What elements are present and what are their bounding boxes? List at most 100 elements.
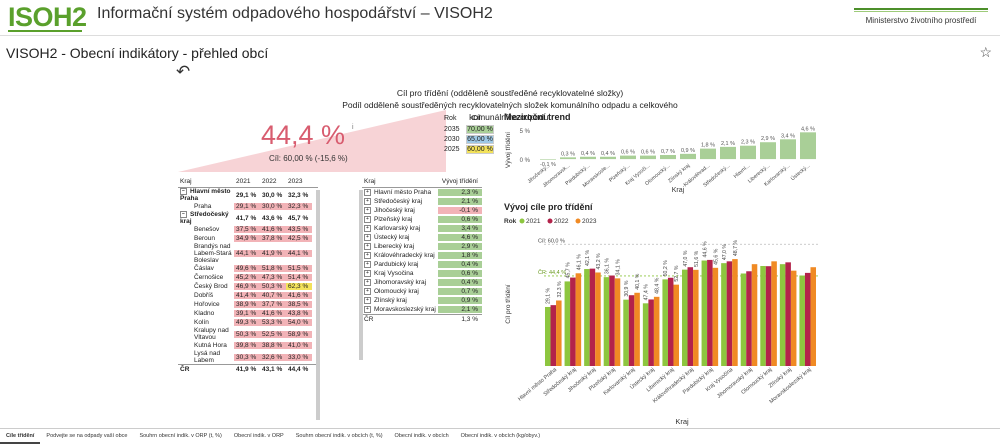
goal-bar[interactable] <box>550 305 557 366</box>
goal-bar[interactable] <box>556 300 562 366</box>
trend-bar[interactable] <box>680 153 696 160</box>
goal-bar[interactable] <box>726 261 733 366</box>
expand-icon[interactable]: + <box>364 260 371 268</box>
col-header[interactable]: Kraj <box>364 178 376 185</box>
goal-bar[interactable] <box>614 278 621 366</box>
trend-bar[interactable] <box>720 146 736 160</box>
trend-bar[interactable] <box>740 145 756 160</box>
trend-bar[interactable] <box>560 157 576 160</box>
goal-bar[interactable] <box>751 264 758 366</box>
goal-bar[interactable] <box>707 259 713 366</box>
trend-bar[interactable] <box>800 132 816 160</box>
trend-bar[interactable] <box>600 156 616 160</box>
expand-icon[interactable]: + <box>364 278 371 286</box>
legend-swatch[interactable] <box>547 218 553 224</box>
table-row[interactable]: Kolín 49,3 % 53,3 % 54,0 % <box>178 318 318 327</box>
goal-bar[interactable] <box>634 292 640 366</box>
table-row[interactable]: + Ústecký kraj 4,6 % <box>362 233 482 242</box>
page-tab[interactable]: Cíle třídění <box>0 429 41 444</box>
expand-icon[interactable]: + <box>364 269 371 277</box>
goal-bar[interactable] <box>799 275 805 366</box>
legend-swatch[interactable] <box>575 218 581 224</box>
table-row[interactable]: + Plzeňský kraj 0,6 % <box>362 215 482 224</box>
goal-bar[interactable] <box>760 265 766 366</box>
goal-bar[interactable] <box>682 269 688 366</box>
goal-bar[interactable] <box>623 299 629 366</box>
goal-bar[interactable] <box>575 273 582 366</box>
goal-bar[interactable] <box>584 269 590 366</box>
goal-bar[interactable] <box>545 306 551 366</box>
page-tab[interactable]: Podvejte se na odpady vaší obce <box>46 433 128 439</box>
table-row[interactable]: + Kraj Vysočina 0,6 % <box>362 269 482 278</box>
col-header[interactable]: Kraj <box>180 178 192 185</box>
page-tab[interactable]: Obecní indik. v ORP <box>233 433 284 439</box>
trend-bar[interactable] <box>620 155 636 160</box>
trend-bar[interactable] <box>780 139 796 160</box>
col-header[interactable]: Vývoj třídění <box>441 178 478 185</box>
goal-bar[interactable] <box>642 303 649 366</box>
page-tab[interactable]: Obecní indik. v obcích <box>394 433 449 439</box>
goal-bar[interactable] <box>628 295 635 366</box>
table-row[interactable]: Kralupy nad Vltavou 50,3 % 52,5 % 58,9 % <box>178 327 318 341</box>
expand-icon[interactable]: + <box>364 251 371 259</box>
expand-icon[interactable]: + <box>364 206 371 214</box>
expand-icon[interactable]: + <box>364 296 371 304</box>
page-tab[interactable]: Souhrn obecní indik. v ORP (t, %) <box>139 433 222 439</box>
goal-bar[interactable] <box>746 271 752 366</box>
expand-icon[interactable]: + <box>364 242 371 250</box>
expand-icon[interactable]: + <box>364 287 371 295</box>
col-header[interactable]: 2023 <box>288 178 303 185</box>
expand-icon[interactable]: + <box>364 305 371 313</box>
table-row[interactable]: Lysá nad Labem 30,3 % 32,6 % 33,0 % <box>178 350 318 364</box>
expand-icon[interactable]: + <box>364 197 371 205</box>
goal-bar[interactable] <box>648 299 654 366</box>
page-tab[interactable]: Obecní indik. v obcích (kg/obyv.) <box>460 433 541 439</box>
table-row[interactable]: + Liberecký kraj 2,9 % <box>362 242 482 251</box>
expand-icon[interactable]: + <box>364 215 371 223</box>
trend-bar[interactable] <box>760 142 776 160</box>
table-row[interactable]: − Hlavní město Praha 29,1 % 30,0 % 32,3 % <box>178 188 318 202</box>
table-row[interactable]: Dobříš 41,4 % 40,7 % 41,6 % <box>178 291 318 300</box>
goal-bar[interactable] <box>701 260 708 366</box>
goal-bar[interactable] <box>693 269 699 366</box>
table-row[interactable]: + Královéhradecký kraj 1,8 % <box>362 251 482 260</box>
goal-bar[interactable] <box>712 267 719 366</box>
trend-bar[interactable] <box>640 155 656 160</box>
goal-bar[interactable] <box>790 270 797 366</box>
goal-bar[interactable] <box>732 259 738 366</box>
table-row[interactable]: Český Brod 46,9 % 50,3 % 62,3 % <box>178 282 318 291</box>
goal-bar[interactable] <box>687 267 694 366</box>
trend-table-scrollbar[interactable] <box>359 190 363 360</box>
table-row[interactable]: + Olomoucký kraj 0,7 % <box>362 287 482 296</box>
goal-bar[interactable] <box>765 266 772 366</box>
goal-bar[interactable] <box>564 281 571 366</box>
goal-bar[interactable] <box>785 262 791 366</box>
col-header[interactable]: 2022 <box>262 178 277 185</box>
legend-swatch[interactable] <box>519 218 525 224</box>
table-row[interactable]: + Zlínský kraj 0,9 % <box>362 296 482 305</box>
expand-icon[interactable]: + <box>364 224 371 232</box>
col-header[interactable]: 2021 <box>236 178 251 185</box>
goal-bar[interactable] <box>771 261 777 366</box>
goal-bar[interactable] <box>721 263 727 366</box>
trend-bar[interactable] <box>660 155 676 160</box>
goal-bar[interactable] <box>810 267 816 366</box>
table-row[interactable]: + Středočeský kraj 2,1 % <box>362 197 482 206</box>
goal-bar[interactable] <box>740 273 747 366</box>
goal-bar[interactable] <box>595 272 601 366</box>
trend-bar[interactable] <box>540 159 556 160</box>
table-row[interactable]: + Karlovarský kraj 3,4 % <box>362 224 482 233</box>
goal-bar[interactable] <box>570 277 576 366</box>
table-row[interactable]: Černošice 45,2 % 47,3 % 51,4 % <box>178 273 318 282</box>
goal-bar[interactable] <box>673 284 679 366</box>
back-arrow-icon[interactable]: ↶ <box>176 62 191 81</box>
region-table-scrollbar[interactable] <box>316 190 320 420</box>
table-row[interactable]: Brandýs nad Labem-Stará Boleslav 44,1 % 41… <box>178 243 318 264</box>
table-row[interactable]: + Jihočeský kraj -0,1 % <box>362 206 482 215</box>
goal-bar[interactable] <box>662 279 668 366</box>
table-row[interactable]: Benešov 37,5 % 41,6 % 43,5 % <box>178 225 318 234</box>
table-row[interactable]: Hořovice 38,9 % 37,7 % 38,5 % <box>178 300 318 309</box>
table-row[interactable]: + Moravskoslezský kraj 2,1 % <box>362 305 482 314</box>
table-row[interactable]: Čáslav 49,6 % 51,8 % 51,5 % <box>178 264 318 273</box>
goal-bar[interactable] <box>804 272 811 366</box>
